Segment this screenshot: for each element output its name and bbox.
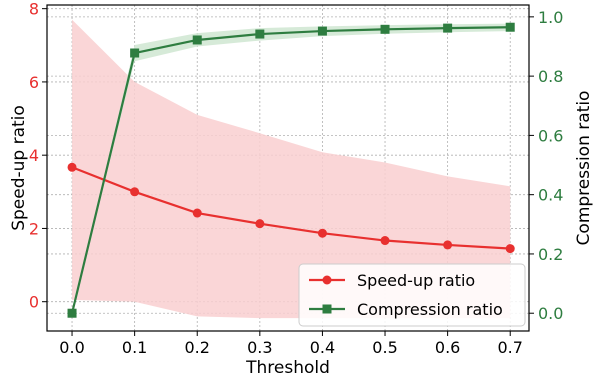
- right-tick-label: 0.2: [538, 245, 563, 264]
- right-tick-label: 0.6: [538, 126, 563, 145]
- legend-item-speed-up: Speed-up ratio: [309, 271, 475, 290]
- speed-up-line: [71, 166, 511, 250]
- compression-line: [70, 26, 511, 314]
- compression-point: [317, 26, 327, 36]
- right-axis-title: Compression ratio: [574, 91, 594, 246]
- x-tick-label: 0.5: [372, 338, 397, 357]
- compression-point: [505, 22, 515, 32]
- legend-box: [298, 263, 526, 327]
- left-tick-label: 2: [29, 219, 39, 238]
- speed-up-point: [443, 240, 453, 250]
- series-lines: [70, 26, 511, 314]
- compression-point: [130, 48, 140, 58]
- confidence-bands: [72, 19, 511, 319]
- legend-label-compression: Compression ratio: [357, 300, 503, 319]
- left-tick-label: 0: [29, 293, 39, 312]
- compression-point: [67, 308, 77, 318]
- right-tick-label: 0.4: [538, 186, 563, 205]
- speed-up-point: [67, 162, 77, 172]
- right-tick-label: 1.0: [538, 8, 563, 27]
- left-tick-label: 4: [29, 146, 39, 165]
- x-tick-label: 0.2: [185, 338, 210, 357]
- x-tick-label: 0.6: [435, 338, 460, 357]
- legend-marker-compression: [322, 304, 332, 314]
- x-axis-title: Threshold: [245, 358, 330, 376]
- compression-point: [380, 24, 390, 34]
- x-tick-label: 0.3: [247, 338, 272, 357]
- speed-up-point: [317, 228, 327, 238]
- right-tick-label: 0.0: [538, 304, 563, 323]
- legend-label-speed-up: Speed-up ratio: [357, 271, 475, 290]
- right-tick-label: 0.8: [538, 67, 563, 86]
- x-tick-label: 0.4: [310, 338, 335, 357]
- speed-up-point: [192, 208, 202, 218]
- series-markers: [67, 22, 515, 318]
- speed-up-point: [130, 187, 140, 197]
- axis-ticks: 0.0 0.1 0.2 0.3 0.4 0.5 0.6 0.7 0 2 4 6 8 0.0 0.2 0.4 0.…: [29, 0, 564, 357]
- plot-frame: [46, 4, 530, 332]
- left-axis-title: Speed-up ratio: [9, 105, 29, 231]
- x-tick-label: 0.1: [122, 338, 147, 357]
- x-tick-label: 0.0: [59, 338, 84, 357]
- legend: Speed-up ratio Compression ratio: [298, 263, 526, 327]
- legend-item-compression: Compression ratio: [309, 300, 503, 319]
- compression-point: [192, 35, 202, 45]
- left-tick-label: 6: [29, 73, 39, 92]
- legend-marker-speed-up: [322, 275, 332, 285]
- left-tick-label: 8: [29, 0, 39, 19]
- compression-point: [443, 23, 453, 33]
- compression-point: [255, 29, 265, 39]
- speed-up-point: [255, 219, 265, 229]
- speed-up-band: [72, 19, 511, 319]
- x-tick-label: 0.7: [497, 338, 522, 357]
- speed-up-point: [505, 244, 515, 254]
- speed-up-point: [380, 236, 390, 246]
